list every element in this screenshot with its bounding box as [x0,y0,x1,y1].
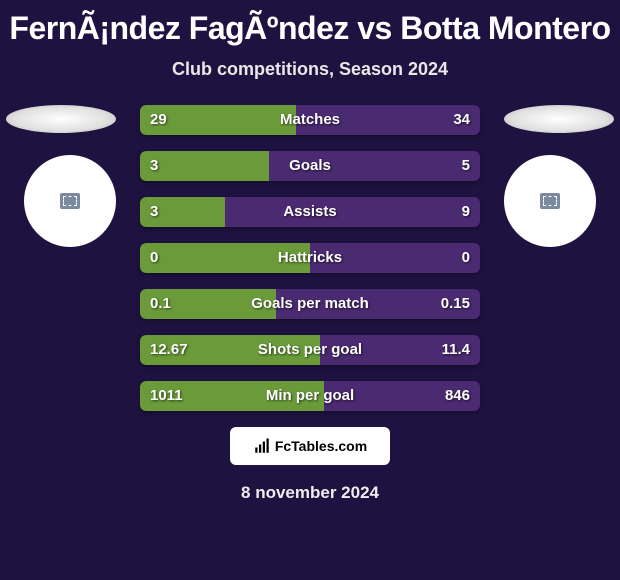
stat-label: Shots per goal [140,335,480,365]
player-left-avatar [24,155,116,247]
stat-right-value: 0 [462,243,470,273]
footer-date: 8 november 2024 [0,483,620,503]
stat-row: Min per goal1011 846 [140,381,480,411]
chart-icon [253,437,271,455]
stat-right-value: 5 [462,151,470,181]
stat-row: Hattricks0 0 [140,243,480,273]
stat-right-value: 846 [445,381,470,411]
stat-right-value: 0.15 [441,289,470,319]
placeholder-image-icon [60,193,80,209]
stat-left-value: 12.67 [150,335,188,365]
stat-label: Goals [140,151,480,181]
stat-left-value: 3 [150,197,158,227]
placeholder-image-icon [540,193,560,209]
stat-left-value: 29 [150,105,167,135]
stat-row: Matches29 34 [140,105,480,135]
stat-label: Goals per match [140,289,480,319]
stat-right-value: 9 [462,197,470,227]
stat-row: Shots per goal12.67 11.4 [140,335,480,365]
brand-text: FcTables.com [275,438,367,454]
player-left-flag [6,105,116,133]
player-right-avatar [504,155,596,247]
player-right-flag [504,105,614,133]
stat-label: Matches [140,105,480,135]
page-title: FernÃ¡ndez FagÃºndez vs Botta Montero [0,0,620,47]
stat-left-value: 1011 [150,381,183,411]
brand-badge[interactable]: FcTables.com [230,427,390,465]
stat-label: Hattricks [140,243,480,273]
stat-label: Assists [140,197,480,227]
stat-row: Assists3 9 [140,197,480,227]
comparison-content: Matches2934Goals35Assists39Hattricks00Go… [0,105,620,503]
stat-row: Goals per match0.1 0.15 [140,289,480,319]
stat-right-value: 34 [453,105,470,135]
stat-left-value: 0 [150,243,158,273]
stat-left-value: 0.1 [150,289,171,319]
stat-right-value: 11.4 [442,335,470,365]
stats-list: Matches2934Goals35Assists39Hattricks00Go… [140,105,480,411]
page-subtitle: Club competitions, Season 2024 [0,59,620,80]
stat-label: Min per goal [140,381,480,411]
stat-left-value: 3 [150,151,158,181]
stat-row: Goals3 5 [140,151,480,181]
